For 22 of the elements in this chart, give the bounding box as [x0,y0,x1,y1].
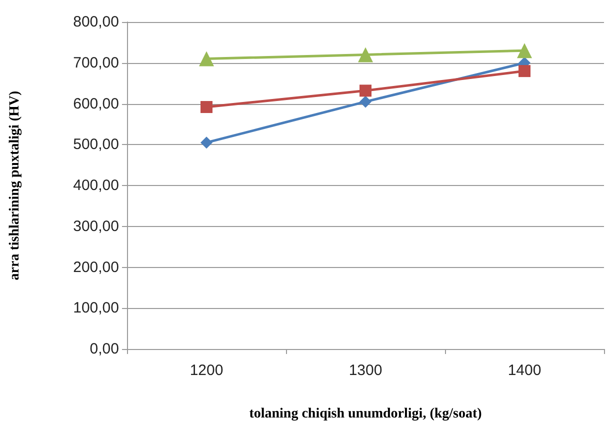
y-axis-title: arra tishlarining puxtaligi (HV) [8,90,22,280]
point [518,65,530,78]
x-tick-label: 1200 [190,362,224,379]
y-tick-label: 400,00 [73,177,119,194]
point [360,96,372,108]
point [360,84,372,97]
x-tick-label: 1400 [508,362,542,379]
point [200,101,212,114]
x-axis-title: tolaning chiqish unumdorligi, (kg/soat) [249,406,482,422]
point [200,136,212,149]
y-tick-label: 300,00 [73,218,119,235]
point [199,51,214,66]
y-tick-label: 500,00 [73,136,119,154]
y-tick-label: 200,00 [73,258,119,276]
y-tick-label: 600,00 [73,95,119,112]
y-tick-label: 800,00 [73,14,119,30]
point [358,47,373,62]
point [517,43,532,58]
x-tick-label: 1300 [348,362,382,379]
y-tick-label: 0,00 [90,340,119,358]
y-tick-label: 700,00 [73,54,119,72]
y-tick-label: 100,00 [73,300,119,317]
